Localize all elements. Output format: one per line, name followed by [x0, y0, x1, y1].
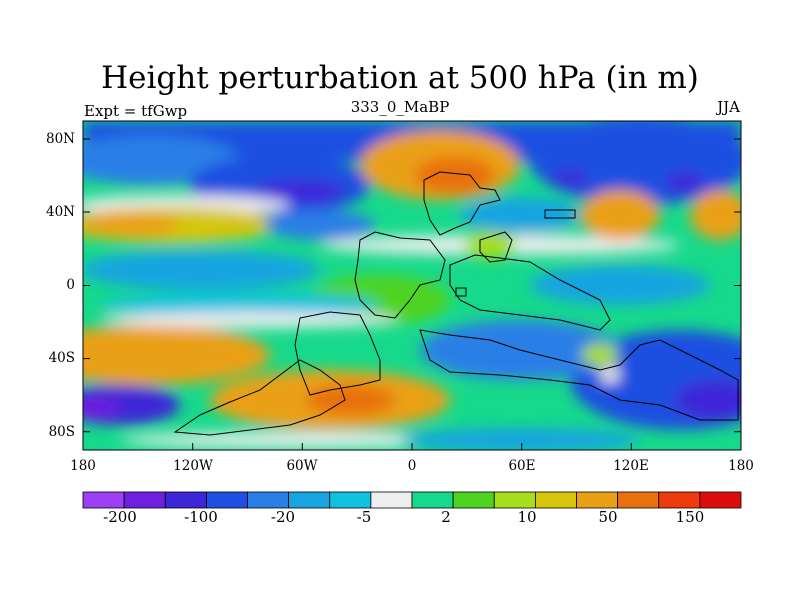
colorbar [82, 491, 742, 509]
colorbar-box [658, 491, 701, 509]
x-tick-label: 180 [70, 458, 96, 474]
y-tick-label: 40S [48, 350, 75, 366]
colorbar-box [452, 491, 495, 509]
y-tick-label: 80N [46, 131, 75, 147]
colorbar-label: 2 [441, 508, 451, 526]
colorbar-label: 50 [598, 508, 618, 526]
experiment-label: Expt = tfGwp [84, 102, 188, 120]
colorbar-box [699, 491, 742, 509]
contour-field [83, 121, 741, 450]
axis-ticks [82, 138, 742, 450]
colorbar-box [123, 491, 166, 509]
x-tick-label: 180 [728, 458, 754, 474]
colorbar-box [329, 491, 372, 509]
colorbar-box [493, 491, 536, 509]
x-tick-label: 0 [407, 458, 417, 474]
y-tick-label: 40N [46, 204, 75, 220]
x-tick-label: 120E [613, 458, 649, 474]
y-tick-label: 0 [66, 277, 75, 293]
figure-title: Height perturbation at 500 hPa (in m) [101, 60, 699, 96]
colorbar-box [576, 491, 619, 509]
colorbar-label: -200 [103, 508, 137, 526]
colorbar-box [205, 491, 248, 509]
colorbar-box [370, 491, 413, 509]
colorbar-box [288, 491, 331, 509]
x-tick-label: 60E [508, 458, 536, 474]
x-tick-label: 120W [173, 458, 213, 474]
coastlines [173, 171, 739, 436]
y-tick-label: 80S [48, 424, 75, 440]
x-tick-label: 60W [286, 458, 318, 474]
colorbar-box [164, 491, 207, 509]
colorbar-label: 10 [517, 508, 537, 526]
colorbar-label: 150 [675, 508, 705, 526]
colorbar-box [617, 491, 660, 509]
colorbar-label: -20 [270, 508, 296, 526]
season-label: JJA [717, 98, 740, 116]
colorbar-box [534, 491, 577, 509]
colorbar-box [247, 491, 290, 509]
colorbar-box [411, 491, 454, 509]
center-string: 333_0_MaBP [350, 98, 450, 116]
colorbar-label: -100 [184, 508, 218, 526]
colorbar-box [82, 491, 125, 509]
colorbar-label: -5 [356, 508, 372, 526]
